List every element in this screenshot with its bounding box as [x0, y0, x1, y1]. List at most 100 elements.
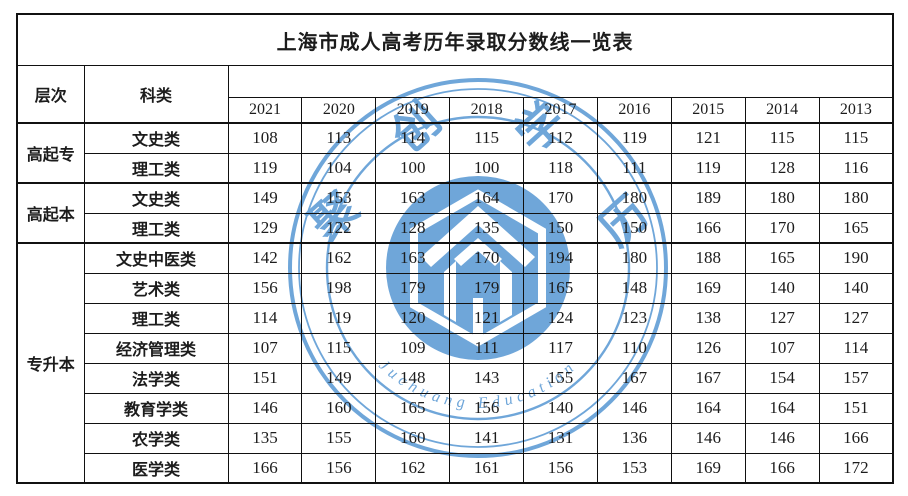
title-row: 上海市成人高考历年录取分数线一览表 — [16, 13, 894, 66]
score-cell: 167 — [596, 362, 672, 394]
score-cell: 148 — [596, 272, 672, 304]
score-cell: 146 — [227, 392, 303, 424]
score-cell: 135 — [449, 212, 525, 244]
score-cell: 111 — [596, 152, 672, 184]
score-cell: 136 — [596, 422, 672, 454]
category-cell: 农学类 — [83, 422, 229, 454]
score-cell: 110 — [596, 332, 672, 364]
score-table: 上海市成人高考历年录取分数线一览表 层次 科类 2021 2020 2019 2018… — [16, 13, 895, 484]
score-cell: 117 — [523, 332, 598, 364]
score-cell: 119 — [670, 152, 746, 184]
year-header: 2014 — [744, 97, 820, 124]
score-cell: 190 — [818, 242, 894, 274]
score-cell: 156 — [301, 452, 377, 484]
category-cell: 理工类 — [83, 152, 229, 184]
score-cell: 163 — [375, 242, 451, 274]
level-column-header: 层次 — [16, 65, 85, 124]
category-cell: 文史类 — [83, 182, 229, 214]
category-cell: 理工类 — [83, 302, 229, 334]
table-row: 理工类 114 119 120 121 124 123 138 127 127 — [17, 302, 894, 334]
table-row: 法学类 151 149 148 143 155 167 167 154 157 — [17, 362, 894, 394]
score-cell: 180 — [818, 182, 894, 214]
score-cell: 108 — [227, 122, 303, 154]
score-cell: 165 — [523, 272, 598, 304]
years-spacer-cell — [227, 65, 894, 98]
score-cell: 138 — [670, 302, 746, 334]
score-cell: 160 — [375, 422, 451, 454]
score-cell: 162 — [301, 242, 377, 274]
score-cell: 160 — [301, 392, 377, 424]
year-header: 2017 — [523, 97, 598, 124]
table-row: 专升本 文史中医类 142 162 163 170 194 180 188 165 190 — [16, 242, 894, 484]
score-cell: 122 — [301, 212, 377, 244]
score-cell: 194 — [523, 242, 598, 274]
score-cell: 179 — [375, 272, 451, 304]
score-cell: 127 — [744, 302, 820, 334]
score-cell: 111 — [449, 332, 525, 364]
category-cell: 理工类 — [83, 212, 229, 244]
score-cell: 115 — [744, 122, 820, 154]
score-cell: 126 — [670, 332, 746, 364]
score-cell: 179 — [449, 272, 525, 304]
score-cell: 150 — [523, 212, 598, 244]
table-row: 理工类 119 104 100 100 118 111 119 128 116 — [17, 152, 894, 184]
score-cell: 180 — [596, 242, 672, 274]
score-cell: 107 — [744, 332, 820, 364]
score-cell: 143 — [449, 362, 525, 394]
score-cell: 155 — [523, 362, 598, 394]
score-cell: 180 — [596, 182, 672, 214]
score-cell: 149 — [227, 182, 303, 214]
category-cell: 医学类 — [83, 452, 229, 484]
score-cell: 104 — [301, 152, 377, 184]
score-cell: 150 — [596, 212, 672, 244]
score-cell: 166 — [670, 212, 746, 244]
score-cell: 121 — [449, 302, 525, 334]
score-cell: 180 — [744, 182, 820, 214]
score-cell: 146 — [744, 422, 820, 454]
score-cell: 128 — [744, 152, 820, 184]
category-cell: 法学类 — [83, 362, 229, 394]
page-title: 上海市成人高考历年录取分数线一览表 — [16, 13, 894, 66]
score-cell: 164 — [449, 182, 525, 214]
level-cell: 高起专 — [16, 122, 85, 184]
score-cell: 118 — [523, 152, 598, 184]
score-cell: 114 — [818, 332, 894, 364]
score-cell: 135 — [227, 422, 303, 454]
score-cell: 129 — [227, 212, 303, 244]
score-cell: 188 — [670, 242, 746, 274]
score-cell: 170 — [744, 212, 820, 244]
score-cell: 166 — [227, 452, 303, 484]
score-cell: 151 — [227, 362, 303, 394]
score-cell: 155 — [301, 422, 377, 454]
score-cell: 112 — [523, 122, 598, 154]
category-cell: 文史中医类 — [83, 242, 229, 274]
score-cell: 156 — [227, 272, 303, 304]
score-cell: 140 — [744, 272, 820, 304]
score-cell: 100 — [375, 152, 451, 184]
score-cell: 153 — [301, 182, 377, 214]
category-cell: 经济管理类 — [83, 332, 229, 364]
table-row: 高起本 文史类 149 153 163 164 170 180 189 180 180 — [16, 182, 894, 244]
score-cell: 115 — [449, 122, 525, 154]
score-cell: 165 — [744, 242, 820, 274]
score-cell: 114 — [227, 302, 303, 334]
score-cell: 131 — [523, 422, 598, 454]
score-cell: 165 — [375, 392, 451, 424]
score-cell: 157 — [818, 362, 894, 394]
category-column-header: 科类 — [83, 65, 229, 124]
score-cell: 146 — [670, 422, 746, 454]
score-cell: 153 — [596, 452, 672, 484]
score-cell: 140 — [523, 392, 598, 424]
year-header: 2018 — [449, 97, 525, 124]
level-cell: 高起本 — [16, 182, 85, 244]
level-cell: 专升本 — [16, 242, 85, 484]
score-cell: 114 — [375, 122, 451, 154]
score-cell: 170 — [449, 242, 525, 274]
table-row: 农学类 135 155 160 141 131 136 146 146 166 — [17, 422, 894, 454]
score-cell: 119 — [301, 302, 377, 334]
score-cell: 189 — [670, 182, 746, 214]
score-cell: 164 — [670, 392, 746, 424]
score-cell: 163 — [375, 182, 451, 214]
score-cell: 124 — [523, 302, 598, 334]
